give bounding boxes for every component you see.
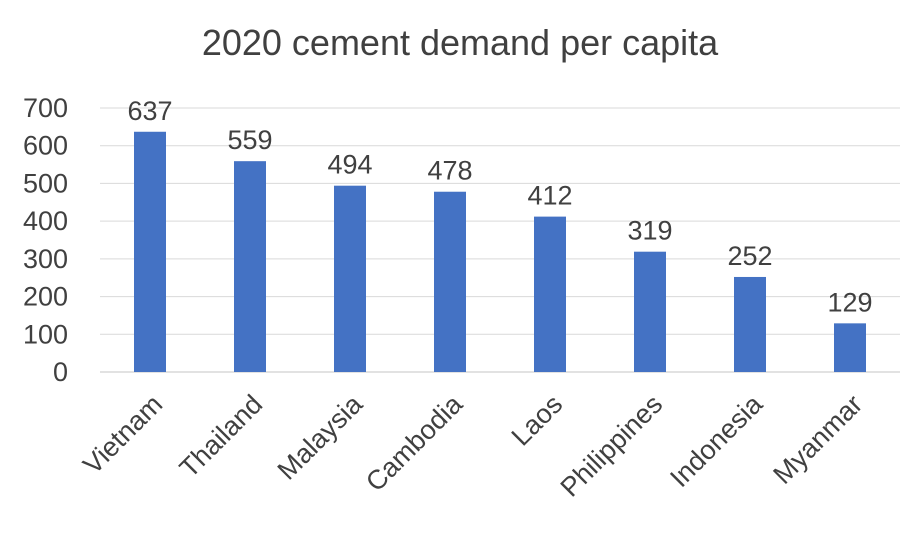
y-tick-label: 700 xyxy=(23,93,68,123)
data-label: 319 xyxy=(627,216,672,246)
y-tick-label: 200 xyxy=(23,282,68,312)
y-tick-label: 0 xyxy=(53,357,68,387)
x-tick-label: Myanmar xyxy=(767,389,868,490)
data-label: 559 xyxy=(227,125,272,155)
x-tick-label: Laos xyxy=(506,389,569,452)
x-tick-label: Malaysia xyxy=(272,388,369,485)
data-labels: 637 559 494 478 412 319 252 129 xyxy=(127,96,872,318)
y-tick-label: 500 xyxy=(23,168,68,198)
x-tick-label: Indonesia xyxy=(664,388,769,493)
bar xyxy=(334,185,366,372)
chart-title: 2020 cement demand per capita xyxy=(201,22,719,63)
bar xyxy=(134,131,166,372)
y-tick-label: 600 xyxy=(23,131,68,161)
x-tick-label: Cambodia xyxy=(360,388,469,497)
bar xyxy=(234,161,266,372)
bar xyxy=(734,276,766,372)
bar xyxy=(534,216,566,372)
data-label: 494 xyxy=(327,150,372,180)
x-tick-label: Thailand xyxy=(174,389,268,483)
data-label: 478 xyxy=(427,156,472,186)
y-tick-label: 400 xyxy=(23,206,68,236)
y-tick-label: 300 xyxy=(23,244,68,274)
data-label: 129 xyxy=(827,287,872,317)
bar xyxy=(434,191,466,372)
x-tick-label: Philippines xyxy=(555,389,669,503)
data-label: 252 xyxy=(727,241,772,271)
y-tick-label: 100 xyxy=(23,319,68,349)
bar xyxy=(634,251,666,372)
data-label: 637 xyxy=(127,96,172,126)
bar xyxy=(834,323,866,372)
gridlines xyxy=(100,107,900,373)
y-axis-tick-labels: 0 100 200 300 400 500 600 700 xyxy=(23,93,68,387)
x-tick-label: Vietnam xyxy=(77,389,168,480)
data-label: 412 xyxy=(527,181,572,211)
bars xyxy=(134,131,866,372)
